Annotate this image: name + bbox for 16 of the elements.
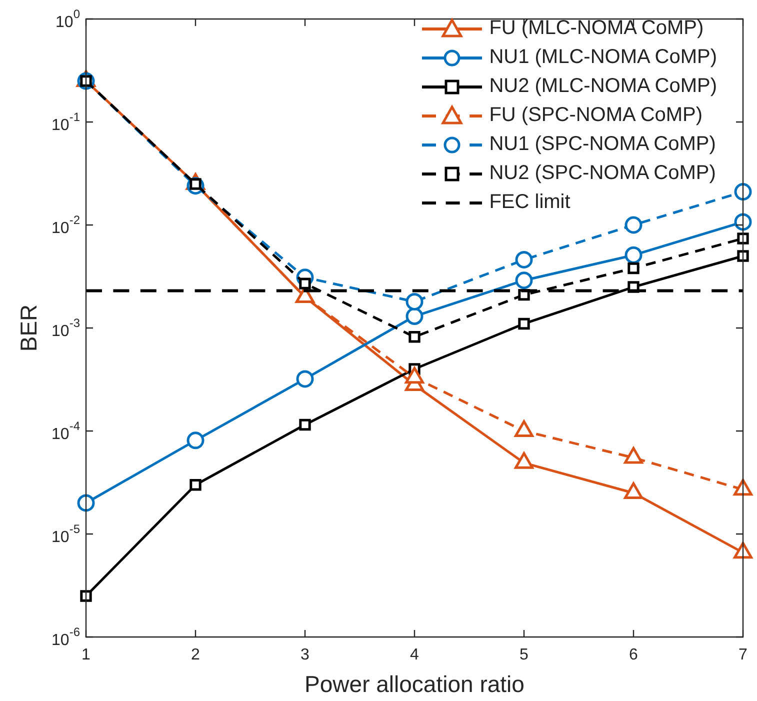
legend-label: NU1 (MLC-NOMA CoMP) [489, 45, 717, 70]
x-tick-label: 6 [629, 646, 638, 664]
x-tick-label: 3 [300, 646, 310, 664]
x-tick-label: 2 [191, 646, 200, 664]
legend-label: FU (MLC-NOMA CoMP) [489, 16, 704, 41]
legend-label: FEC limit [489, 190, 570, 215]
x-tick-label: 5 [520, 646, 529, 664]
legend-label: FU (SPC-NOMA CoMP) [489, 103, 703, 128]
x-tick-label: 1 [82, 646, 91, 664]
legend-label: NU2 (MLC-NOMA CoMP) [489, 74, 717, 99]
x-tick-label: 7 [738, 646, 748, 664]
legend-label: NU2 (SPC-NOMA CoMP) [489, 161, 716, 186]
y-axis-title: BER [15, 304, 42, 352]
legend-label: NU1 (SPC-NOMA CoMP) [489, 132, 716, 157]
x-tick-label: 4 [410, 646, 420, 664]
x-axis-title: Power allocation ratio [304, 670, 524, 697]
